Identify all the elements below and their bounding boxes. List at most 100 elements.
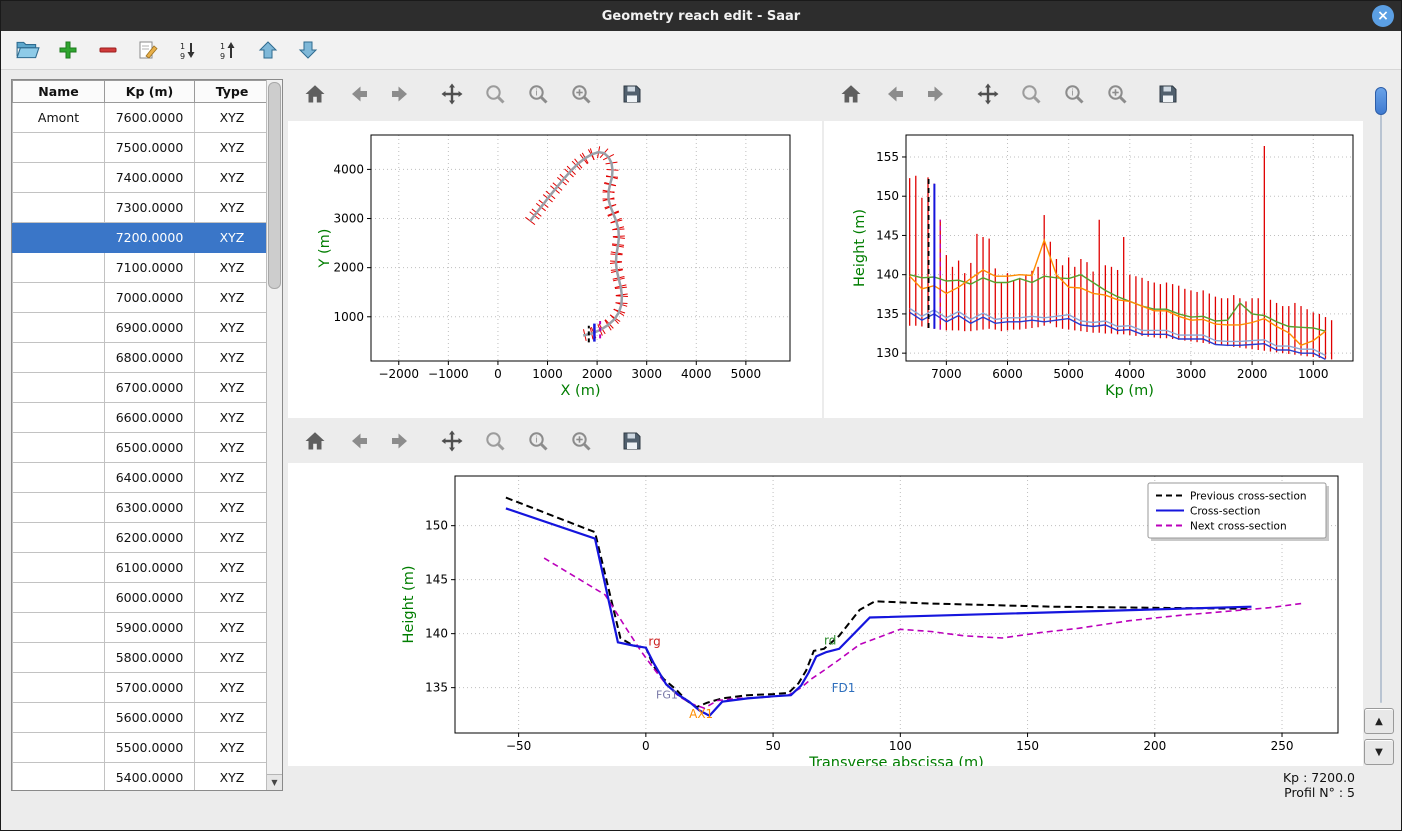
back-button[interactable] [345,428,371,454]
table-row[interactable]: 5700.0000 XYZ [12,672,266,703]
home-button[interactable] [838,81,864,107]
cell-type: XYZ [194,492,266,523]
inspect-button[interactable]: i [525,428,551,454]
table-scrollbar[interactable]: ▼ [266,80,282,790]
remove-cross-section-button[interactable] [95,37,121,63]
forward-button[interactable] [388,81,414,107]
table-row[interactable]: 7200.0000 XYZ [12,222,266,253]
table-scrollbar-thumb[interactable] [268,82,281,289]
save-icon [1159,85,1177,103]
minus-icon [99,47,117,53]
forward-button[interactable] [924,81,950,107]
zoom-region-button[interactable] [1104,81,1130,107]
table-row[interactable]: 6800.0000 XYZ [12,342,266,373]
edit-cross-section-button[interactable] [135,37,161,63]
table-row[interactable]: 6700.0000 XYZ [12,372,266,403]
zoom-button[interactable] [482,428,508,454]
table-row[interactable]: 7100.0000 XYZ [12,252,266,283]
back-arrow-icon [352,86,367,102]
add-cross-section-button[interactable] [55,37,81,63]
svg-text:X (m): X (m) [561,383,601,399]
move-up-button[interactable] [255,37,281,63]
previous-profile-button[interactable]: ▲ [1364,708,1394,734]
table-row[interactable]: 6600.0000 XYZ [12,402,266,433]
move-down-button[interactable] [295,37,321,63]
status-profil: Profil N° : 5 [1284,785,1355,800]
profile-slider[interactable] [1375,87,1387,703]
table-row[interactable]: 6400.0000 XYZ [12,462,266,493]
table-row[interactable]: 5600.0000 XYZ [12,702,266,733]
profile-slider-thumb[interactable] [1375,87,1387,115]
longitudinal-profile-canvas[interactable]: 7000 6000 5000 4000 3000 2000 1000 130 135 140 145… [824,121,1363,418]
svg-text:150: 150 [876,189,899,203]
open-file-button[interactable] [15,37,41,63]
zoom-region-button[interactable] [568,81,594,107]
save-button[interactable] [619,81,645,107]
cell-name [12,402,105,433]
table-scroll-down-button[interactable]: ▼ [267,774,282,790]
inspect-button[interactable]: i [1061,81,1087,107]
longitudinal-profile-chart[interactable]: 7000 6000 5000 4000 3000 2000 1000 130 135 140 145… [824,121,1363,418]
next-profile-button[interactable]: ▼ [1364,739,1394,765]
zoom-region-icon [572,85,591,104]
svg-text:150: 150 [425,519,448,533]
spin-up-arrow-icon: ▲ [1375,715,1383,727]
table-row[interactable]: 7400.0000 XYZ [12,162,266,193]
back-button[interactable] [345,81,371,107]
cell-type: XYZ [194,762,266,790]
sort-ascending-button[interactable]: 1 9 [215,37,241,63]
table-row[interactable]: 6000.0000 XYZ [12,582,266,613]
save-button[interactable] [619,428,645,454]
forward-arrow-icon [392,86,407,102]
svg-text:−2000: −2000 [378,367,419,381]
spin-down-arrow-icon: ▼ [1375,746,1383,758]
home-button[interactable] [302,428,328,454]
close-button[interactable]: × [1372,5,1394,27]
table-row[interactable]: Amont 7600.0000 XYZ [12,102,266,133]
titlebar: Geometry reach edit - Saar × [1,1,1401,31]
cell-type: XYZ [194,162,266,193]
table-row[interactable]: 5500.0000 XYZ [12,732,266,763]
plan-view-canvas[interactable]: −2000 −1000 0 1000 2000 3000 4000 5000 1000 2000 3… [288,121,822,418]
inspect-icon: i [1065,85,1084,104]
back-button[interactable] [881,81,907,107]
svg-text:4000: 4000 [1115,367,1146,381]
table-row[interactable]: 6100.0000 XYZ [12,552,266,583]
cross-section-profile-chart[interactable]: −50 0 50 100 150 200 250 135 140 145 150 Transverse… [288,463,1363,771]
table-row[interactable]: 7300.0000 XYZ [12,192,266,223]
column-header-kp[interactable]: Kp (m) [104,80,195,103]
table-row[interactable]: 6500.0000 XYZ [12,432,266,463]
table-row[interactable]: 7500.0000 XYZ [12,132,266,163]
profile-slider-track[interactable] [1380,87,1382,703]
pan-button[interactable] [975,81,1001,107]
svg-text:2000: 2000 [333,261,364,275]
cell-kp: 6300.0000 [104,492,195,523]
cell-name [12,162,105,193]
table-row[interactable]: 5400.0000 XYZ [12,762,266,790]
table-row[interactable]: 6900.0000 XYZ [12,312,266,343]
table-row[interactable]: 5900.0000 XYZ [12,612,266,643]
home-button[interactable] [302,81,328,107]
cell-kp: 7600.0000 [104,102,195,133]
inspect-button[interactable]: i [525,81,551,107]
pan-button[interactable] [439,81,465,107]
sort-descending-button[interactable]: 1 9 [175,37,201,63]
plan-view-chart[interactable]: −2000 −1000 0 1000 2000 3000 4000 5000 1000 2000 3… [288,121,822,418]
cell-name [12,762,105,790]
inspect-icon: i [529,432,548,451]
table-row[interactable]: 6200.0000 XYZ [12,522,266,553]
cell-name [12,702,105,733]
zoom-region-button[interactable] [568,428,594,454]
zoom-button[interactable] [482,81,508,107]
pan-button[interactable] [439,428,465,454]
save-button[interactable] [1155,81,1181,107]
cross-section-profile-canvas[interactable]: −50 0 50 100 150 200 250 135 140 145 150 Transverse… [288,463,1363,771]
table-row[interactable]: 5800.0000 XYZ [12,642,266,673]
column-header-name[interactable]: Name [12,80,105,103]
forward-button[interactable] [388,428,414,454]
svg-text:−50: −50 [506,739,531,753]
zoom-button[interactable] [1018,81,1044,107]
column-header-type[interactable]: Type [194,80,266,103]
table-row[interactable]: 6300.0000 XYZ [12,492,266,523]
table-row[interactable]: 7000.0000 XYZ [12,282,266,313]
